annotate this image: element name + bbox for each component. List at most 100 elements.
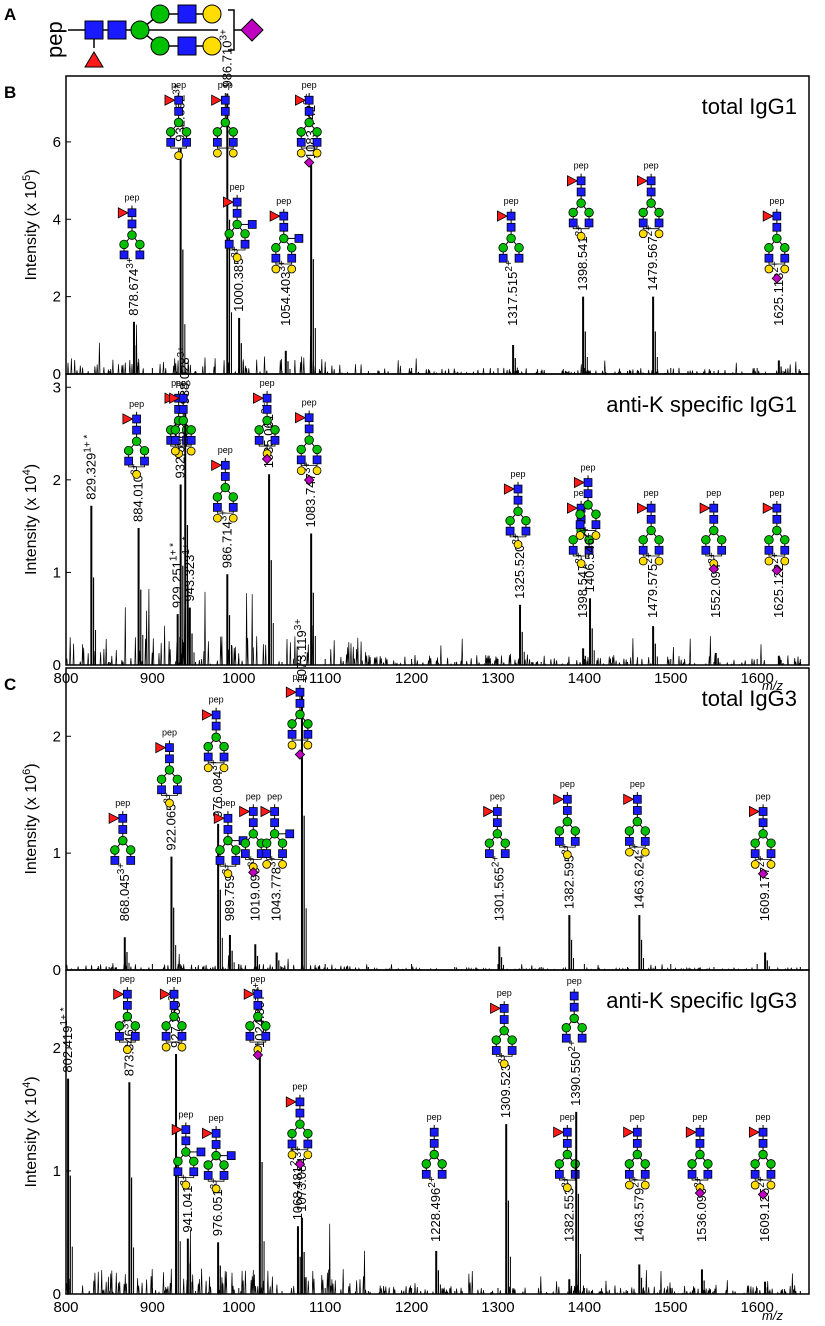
x-tick-label: 900 xyxy=(140,1299,165,1316)
galactose-icon xyxy=(780,556,790,566)
mannose-icon xyxy=(312,444,322,455)
mannose-icon xyxy=(135,239,145,250)
glcnac-icon xyxy=(248,807,258,816)
glycan-structure: pep xyxy=(202,695,229,773)
glcnac-icon xyxy=(220,472,230,481)
peak-mz: 1309.523 xyxy=(498,1064,513,1118)
mannose-icon xyxy=(277,838,288,848)
y-axis-label-close: ) xyxy=(23,169,40,174)
glycan-structure: pep xyxy=(108,798,136,865)
glycan-pep-label: pep xyxy=(292,672,307,682)
mannose-icon xyxy=(701,535,711,545)
glycan-pep-label: pep xyxy=(756,791,771,801)
glcnac-icon xyxy=(169,1001,179,1010)
glcnac-icon xyxy=(115,1031,124,1041)
mannose-icon xyxy=(764,243,774,253)
glycan-pep-label: pep xyxy=(276,196,291,206)
galactose-icon xyxy=(165,798,174,808)
peak-mz: 878.674 xyxy=(126,269,141,316)
glcnac-icon xyxy=(562,806,572,815)
glcnac-icon xyxy=(625,1169,634,1179)
glcnac-icon xyxy=(304,424,314,434)
glycan-structure: pep xyxy=(171,1109,206,1190)
glcnac-icon xyxy=(123,1001,132,1010)
sialic-acid-icon xyxy=(694,1187,706,1199)
glcnac-icon xyxy=(295,699,305,708)
glcnac-icon xyxy=(169,989,179,999)
galactose-icon xyxy=(296,148,306,158)
peak-mz: 1073.119 xyxy=(294,630,309,683)
x-tick-label: 800 xyxy=(53,1299,78,1316)
glycan-pep-label: pep xyxy=(115,798,130,808)
x-tick-label: 1300 xyxy=(481,670,514,687)
glcnac-icon xyxy=(223,825,233,834)
peak-label-976.084: 976.0843+ xyxy=(209,759,225,818)
peak-charge: 1+ * xyxy=(169,543,180,561)
peak-charge: 2+ xyxy=(707,552,718,564)
glcnac-icon xyxy=(182,137,191,147)
peak-charge: 3+ xyxy=(116,863,127,875)
panel-title: anti-K specific IgG3 xyxy=(606,988,797,1013)
glcnac-icon xyxy=(562,1139,572,1148)
peak-label-1317.515: 1317.5152+ xyxy=(504,260,520,326)
mannose-icon xyxy=(638,535,648,545)
galactose-icon xyxy=(750,860,760,869)
glycan-pep-label: pep xyxy=(162,727,177,737)
mannose-icon xyxy=(429,1149,439,1160)
peak-label-941.041: 941.0413+ xyxy=(179,1174,195,1233)
galactose-icon xyxy=(181,1180,191,1190)
glcnac-icon xyxy=(110,856,120,865)
panel-letter-b: B xyxy=(4,83,16,102)
glycan-pep-label: pep xyxy=(581,462,596,472)
glcnac-icon xyxy=(287,1139,297,1149)
glcnac-icon xyxy=(181,1136,191,1146)
peak-label-1625.113: 1625.1132+ xyxy=(770,261,786,326)
glcnac-icon xyxy=(219,752,229,762)
mannose-icon xyxy=(254,425,264,435)
glycan-pep-label: pep xyxy=(124,193,139,203)
glcnac-icon xyxy=(132,414,141,424)
glcnac-icon xyxy=(758,1127,768,1137)
glycan-pep-label: pep xyxy=(292,1082,307,1092)
sialic-acid-icon xyxy=(757,868,769,880)
glycan-pep-label: pep xyxy=(178,1109,193,1119)
peak-charge: 2+ xyxy=(644,552,655,564)
y-axis-label: Intensity (x 105) xyxy=(21,169,40,280)
peak-label-986.714: 986.7143+ xyxy=(218,510,234,569)
glcnac-icon xyxy=(562,794,572,804)
glcnac-icon xyxy=(165,754,174,764)
fucose-icon xyxy=(113,988,125,1000)
glcnac-icon xyxy=(228,137,238,147)
glcnac-icon xyxy=(215,856,225,865)
peak-mz: 829.329 xyxy=(83,453,98,500)
sialic-acid-icon xyxy=(303,474,315,486)
panel-title: total IgG3 xyxy=(702,686,797,711)
mannose-icon xyxy=(437,1159,447,1169)
glycan-pep-label: pep xyxy=(209,695,224,705)
mannose-icon xyxy=(220,482,231,493)
peak-charge: 3+ xyxy=(246,856,257,868)
glycan-structure: pep xyxy=(553,779,580,860)
glycan-pep-label: pep xyxy=(644,488,659,498)
mannose-icon xyxy=(240,229,250,239)
glcnac-icon xyxy=(625,837,634,846)
glcnac-icon xyxy=(127,219,137,229)
galactose-icon xyxy=(591,531,601,540)
sialic-acid-icon xyxy=(771,565,783,576)
mannose-icon xyxy=(261,1021,271,1031)
glcnac-icon xyxy=(270,807,279,816)
glcnac-icon xyxy=(295,1097,305,1107)
glycan-structure: pep xyxy=(159,974,187,1052)
peak-label-1073.084: 1073.0843+ xyxy=(293,1146,309,1212)
galactose-icon xyxy=(296,466,306,476)
galactose-icon xyxy=(271,264,281,274)
mannose-icon xyxy=(125,845,136,855)
peak-label-1228.496: 1228.4962+ xyxy=(427,1176,443,1242)
x-tick-label: 1300 xyxy=(481,1299,514,1316)
glcnac-icon xyxy=(253,989,263,999)
galactose-icon xyxy=(287,740,297,750)
glcnac-icon xyxy=(304,107,314,116)
glycan-structure: pep xyxy=(117,193,145,260)
peak-charge: 2+ xyxy=(770,552,781,564)
glcnac-icon xyxy=(491,1046,501,1055)
